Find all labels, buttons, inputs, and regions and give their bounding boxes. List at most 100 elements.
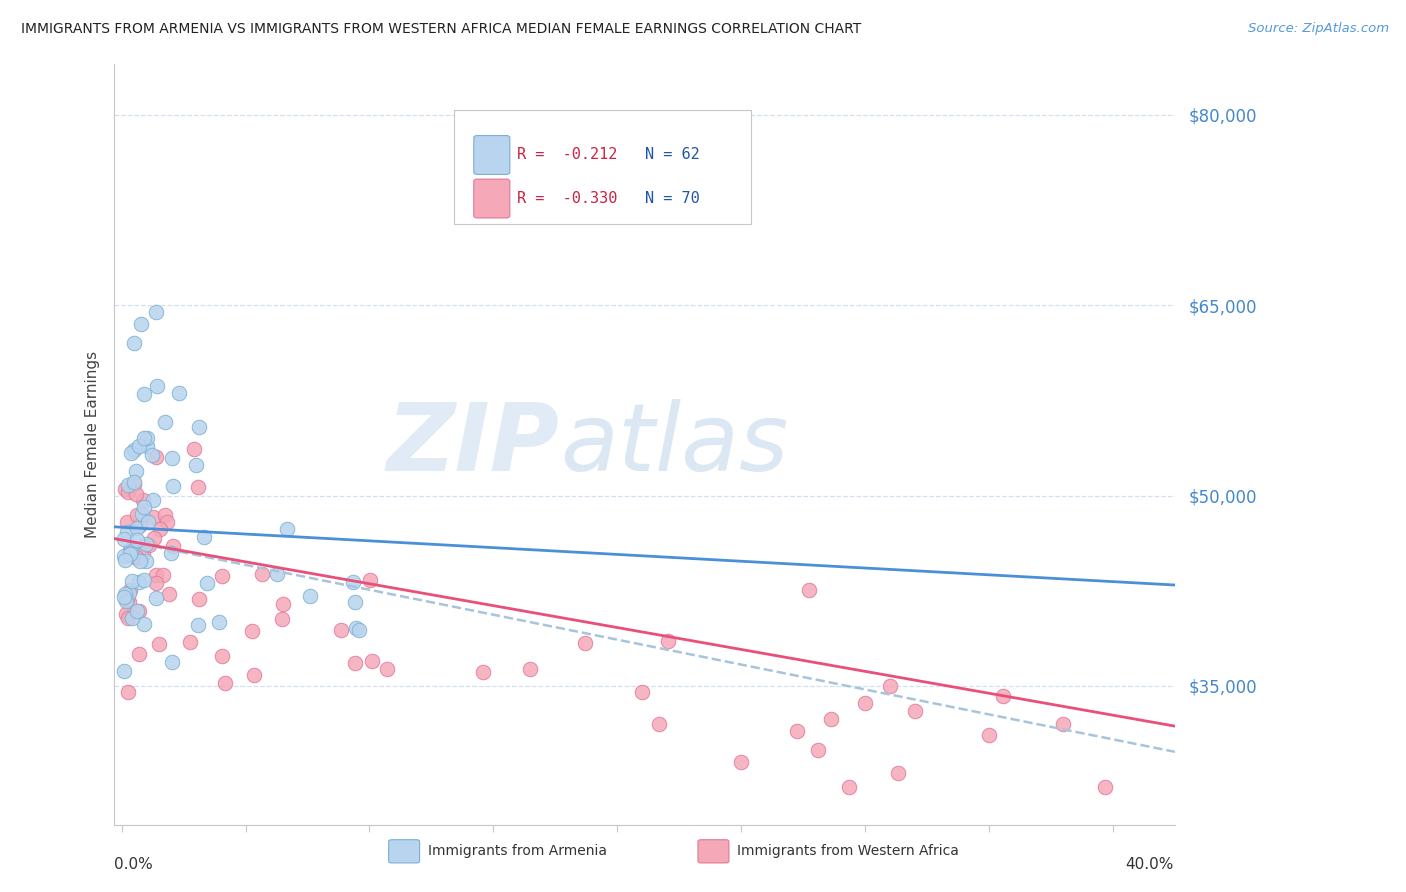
Point — [188, 420, 211, 434]
Point — [375, 662, 398, 676]
Point — [120, 446, 142, 460]
Point — [188, 591, 211, 606]
Point — [118, 547, 141, 561]
Point — [160, 546, 183, 560]
Point — [807, 743, 830, 757]
Point — [657, 634, 679, 648]
Point — [132, 493, 155, 508]
Point — [820, 712, 842, 726]
Point — [129, 554, 152, 568]
Point — [142, 510, 165, 524]
Point — [121, 611, 143, 625]
Point — [786, 724, 808, 739]
FancyBboxPatch shape — [474, 136, 510, 175]
Point — [977, 728, 1000, 742]
Point — [146, 379, 169, 393]
Y-axis label: Median Female Earnings: Median Female Earnings — [86, 351, 100, 538]
Point — [631, 685, 654, 699]
Point — [187, 617, 209, 632]
Point — [132, 387, 155, 401]
Text: 0.0%: 0.0% — [114, 856, 153, 871]
Point — [120, 542, 142, 557]
Point — [145, 450, 167, 464]
Point — [574, 636, 596, 650]
Point — [127, 550, 149, 565]
Point — [838, 780, 860, 795]
Point — [118, 594, 141, 608]
Point — [135, 554, 157, 568]
Point — [132, 617, 155, 632]
Point — [647, 716, 669, 731]
Point — [136, 431, 159, 445]
Point — [887, 765, 910, 780]
Point — [266, 567, 288, 582]
Point — [519, 662, 541, 676]
Point — [343, 656, 366, 670]
Point — [145, 304, 167, 318]
Point — [270, 612, 292, 626]
Point — [160, 655, 183, 669]
Point — [125, 520, 148, 534]
Point — [132, 500, 155, 514]
Point — [117, 685, 139, 699]
Text: 40.0%: 40.0% — [1125, 856, 1174, 871]
Point — [128, 439, 150, 453]
Point — [118, 586, 141, 600]
Point — [115, 607, 138, 621]
Text: N = 70: N = 70 — [644, 191, 699, 206]
Point — [114, 553, 136, 567]
Point — [143, 531, 166, 545]
Point — [120, 546, 142, 560]
Point — [240, 624, 263, 639]
Point — [344, 621, 367, 635]
Point — [730, 755, 752, 769]
Text: atlas: atlas — [560, 400, 787, 491]
Point — [991, 690, 1014, 704]
Point — [125, 603, 148, 617]
Point — [117, 524, 139, 539]
Text: R =  -0.330: R = -0.330 — [517, 191, 617, 206]
Point — [122, 336, 145, 351]
Point — [152, 568, 174, 582]
Point — [187, 480, 209, 494]
Point — [138, 538, 160, 552]
Point — [135, 537, 157, 551]
Text: R =  -0.212: R = -0.212 — [517, 147, 617, 162]
Point — [117, 484, 139, 499]
Point — [124, 549, 146, 564]
Text: ZIP: ZIP — [387, 399, 560, 491]
Point — [155, 415, 177, 429]
Point — [349, 623, 371, 637]
Point — [797, 582, 820, 597]
Point — [112, 549, 135, 563]
Point — [186, 458, 208, 473]
Point — [343, 595, 366, 609]
Point — [132, 547, 155, 561]
Point — [162, 539, 184, 553]
Point — [148, 637, 170, 651]
Point — [471, 665, 494, 679]
Point — [361, 654, 384, 668]
Point — [145, 568, 167, 582]
Point — [120, 582, 142, 597]
Point — [122, 475, 145, 489]
Point — [128, 647, 150, 661]
Point — [132, 573, 155, 587]
Point — [299, 589, 322, 603]
FancyBboxPatch shape — [474, 179, 510, 218]
Point — [128, 574, 150, 589]
Point — [131, 507, 153, 521]
Point — [359, 574, 381, 588]
Point — [114, 587, 136, 601]
Point — [208, 615, 231, 629]
Point — [271, 597, 294, 611]
Text: Source: ZipAtlas.com: Source: ZipAtlas.com — [1249, 22, 1389, 36]
Point — [120, 543, 142, 558]
Point — [183, 442, 205, 457]
Point — [853, 696, 876, 710]
Point — [125, 533, 148, 548]
Point — [112, 664, 135, 678]
Point — [125, 508, 148, 522]
Point — [149, 522, 172, 536]
Point — [122, 476, 145, 491]
